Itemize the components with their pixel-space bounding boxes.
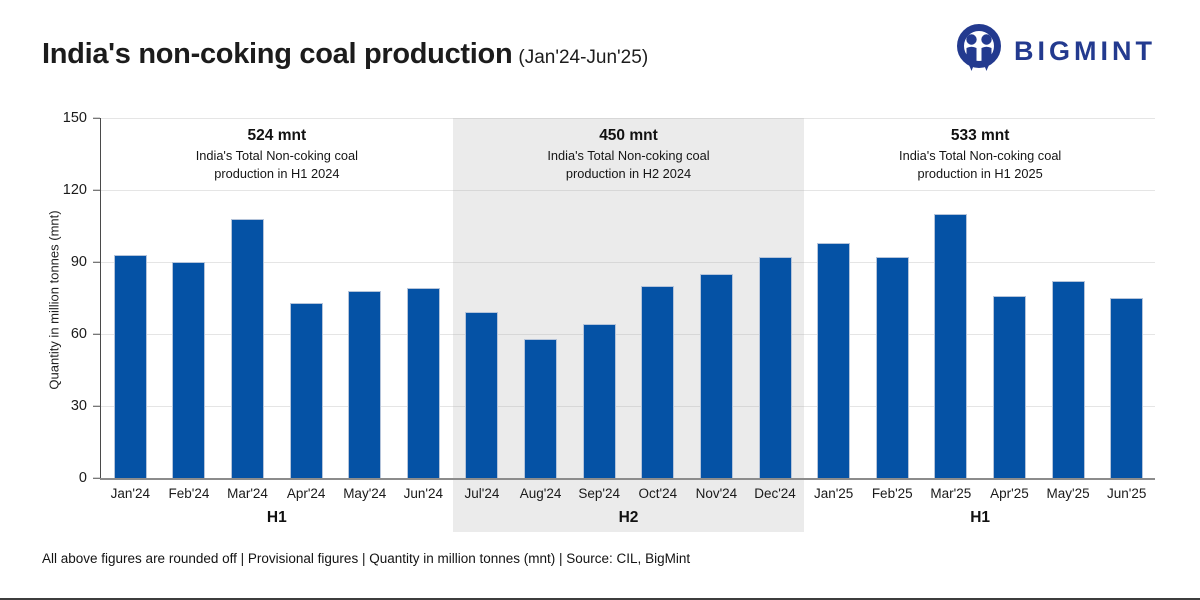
group-annotation: 533 mnt India's Total Non-coking coal prod…	[804, 127, 1156, 183]
y-tick-label-0: 0	[78, 470, 87, 486]
x-axis-label-apr25: Apr'25	[990, 486, 1029, 501]
group-annotation-line: India's Total Non-coking coal	[547, 148, 710, 163]
bar-jun24	[406, 288, 440, 478]
x-axis-label-mar24: Mar'24	[227, 486, 268, 501]
x-axis-label-sep24: Sep'24	[578, 486, 620, 501]
bar-sep24	[582, 324, 616, 478]
group-total: 533 mnt	[950, 127, 1010, 144]
half-year-label-1: H1	[266, 509, 287, 526]
x-axis-label-jan24: Jan'24	[110, 486, 150, 501]
gridline-30	[101, 405, 1155, 407]
bar-jul24	[465, 312, 499, 478]
gridline-120	[101, 189, 1155, 191]
gridline-60	[101, 333, 1155, 335]
x-axis-labels: Jan'25 Feb'25 Mar'25 Apr'25 May'25 Jun'25	[804, 486, 1156, 501]
bar-mar24	[231, 218, 265, 478]
bar-jun25	[1110, 298, 1144, 478]
y-tick-label-30: 30	[70, 398, 87, 414]
bar-jan24	[113, 254, 147, 478]
x-axis-label-feb24: Feb'24	[168, 486, 210, 501]
bar-group-1: 524 mnt India's Total Non-coking coal prod…	[101, 118, 453, 526]
bar-may25	[1051, 281, 1085, 478]
x-axis-label-may24: May'24	[343, 486, 387, 501]
gridline-150	[101, 117, 1155, 119]
y-tick-mark-150	[93, 117, 100, 119]
y-tick-mark-90	[93, 261, 100, 263]
bar-feb24	[172, 262, 206, 478]
x-axis-label-jul24: Jul'24	[464, 486, 500, 501]
x-axis-label-jun25: Jun'25	[1106, 486, 1147, 501]
h2-highlight-band	[452, 118, 805, 532]
x-axis-labels: Jan'24 Feb'24 Mar'24 Apr'24 May'24 Jun'24	[101, 486, 453, 501]
bigmint-logo-icon	[954, 24, 1004, 78]
bar-dec24	[758, 257, 792, 478]
x-axis-line	[100, 478, 1155, 480]
y-tick-label-150: 150	[62, 110, 87, 126]
y-tick-mark-0	[93, 477, 100, 479]
y-tick-mark-60	[93, 333, 100, 335]
gridline-90	[101, 261, 1155, 263]
bar-jan25	[817, 242, 851, 478]
bar-nov24	[699, 274, 733, 478]
group-annotation-line: India's Total Non-coking coal	[899, 148, 1062, 163]
group-annotation-line: production in H1 2025	[917, 166, 1043, 181]
x-axis-label-aug24: Aug'24	[519, 486, 562, 501]
bar-apr24	[289, 302, 323, 478]
footnote: All above figures are rounded off | Prov…	[42, 551, 691, 566]
bigmint-wordmark: BIGMINT	[1014, 35, 1156, 66]
group-total: 524 mnt	[247, 127, 307, 144]
group-annotation: 450 mnt India's Total Non-coking coal prod…	[453, 127, 805, 183]
group-annotation: 524 mnt India's Total Non-coking coal prod…	[101, 127, 453, 183]
page-title: India's non-coking coal production	[42, 38, 513, 70]
x-axis-label-apr24: Apr'24	[286, 486, 326, 501]
y-tick-label-90: 90	[70, 254, 87, 270]
bar-may24	[348, 290, 382, 478]
y-tick-mark-120	[93, 189, 100, 191]
x-axis-label-jun24: Jun'24	[403, 486, 444, 501]
page-header: India's non-coking coal production (Jan'2…	[42, 38, 648, 71]
bar-mar25	[934, 214, 968, 478]
y-tick-label-120: 120	[62, 182, 87, 198]
bottom-edge	[0, 598, 1200, 600]
plot-area: 0 30 60 90 120 150 524 mnt India's Total Non-co…	[63, 110, 1156, 532]
half-year-label-2: H2	[618, 509, 639, 526]
y-tick-label-60: 60	[70, 326, 87, 342]
bar-group-3: 533 mnt India's Total Non-coking coal prod…	[804, 118, 1156, 526]
bar-apr25	[992, 295, 1026, 478]
bar-feb25	[875, 257, 909, 478]
bars-row	[804, 118, 1156, 478]
x-axis-label-mar25: Mar'25	[930, 486, 972, 501]
bar-group-2: 450 mnt India's Total Non-coking coal prod…	[453, 118, 805, 526]
x-axis-label-jan25: Jan'25	[813, 486, 854, 501]
x-axis-label-nov24: Nov'24	[695, 486, 738, 501]
x-axis-label-feb25: Feb'25	[871, 486, 913, 501]
half-year-label-3: H1	[970, 509, 991, 526]
y-tick-mark-30	[93, 405, 100, 407]
x-axis-label-may25: May'25	[1046, 486, 1090, 501]
bars-row	[453, 118, 805, 478]
x-axis-labels: Jul'24 Aug'24 Sep'24 Oct'24 Nov'24 Dec'24	[453, 486, 805, 501]
x-axis-label-oct24: Oct'24	[638, 486, 678, 501]
y-axis-title: Quantity in million tonnes (mnt)	[46, 210, 62, 390]
bar-aug24	[524, 338, 558, 478]
group-annotation-line: India's Total Non-coking coal	[195, 148, 358, 163]
bigmint-logo: BIGMINT	[954, 24, 1156, 78]
x-axis-label-dec24: Dec'24	[754, 486, 796, 501]
bars-row	[101, 118, 453, 478]
group-annotation-line: production in H1 2024	[214, 166, 340, 181]
group-annotation-line: production in H2 2024	[565, 166, 692, 181]
page-title-subtitle: (Jan'24-Jun'25)	[518, 47, 649, 68]
group-total: 450 mnt	[599, 127, 658, 144]
bar-oct24	[641, 286, 675, 478]
